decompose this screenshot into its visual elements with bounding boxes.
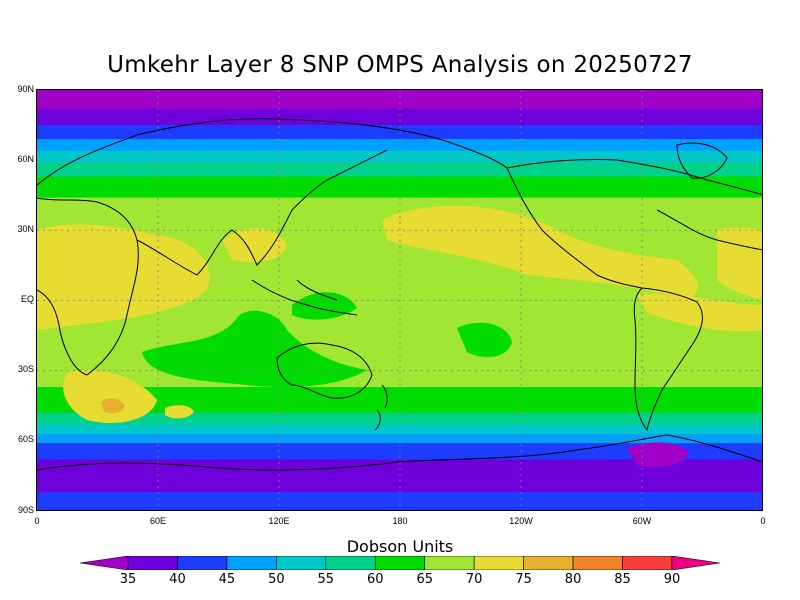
colorbar-swatch-7 [424,555,475,571]
colorbar-tick-90: 90 [663,572,681,587]
ozone-map [37,90,763,511]
lon-label-60e: 60E [149,516,166,526]
coast-australia [276,342,373,399]
coast-south-america [633,287,703,432]
region-atlantic-high [717,227,763,300]
ozone-band-0 [37,90,763,110]
coastlines [37,118,763,471]
lat-label-30n: 30N [17,224,34,234]
colorbar-swatch-10 [572,555,623,571]
region-pacific-green [457,322,512,358]
coast-new-zealand [374,384,388,431]
ozone-band-10 [37,424,763,435]
lon-label-180: 180 [392,516,408,526]
colorbar-swatch-6 [374,555,426,571]
colorbar-swatch-4 [276,555,327,571]
colorbar-units-label: Dobson Units [346,537,454,556]
coast-antarctica [37,434,763,471]
lat-label-60s: 60S [17,434,34,444]
colorbar-tick-50: 50 [268,572,285,587]
colorbar-arrow-low [79,555,129,571]
colorbar-swatch-2 [177,555,228,571]
colorbar-swatch-9 [523,555,574,571]
lon-label-0-end: 0 [760,516,766,526]
lat-label-60n: 60N [17,154,34,164]
lon-label-60w: 60W [632,516,652,526]
coast-eurasia [37,118,508,276]
ozone-band-14 [37,492,763,511]
colorbar-tick-80: 80 [564,572,582,587]
coast-greenland [676,142,728,179]
colorbar-arrow-high [671,555,721,571]
colorbar-swatch-5 [325,555,376,571]
lon-label-0: 0 [34,516,40,526]
colorbar [79,555,721,571]
coast-north-america [506,158,763,289]
region-pacific-high [382,205,698,300]
region-south-atlantic [637,293,763,332]
colorbar-tick-55: 55 [317,572,335,587]
colorbar-swatch-3 [226,555,277,571]
coast-se-asia [251,279,358,316]
region-indian-high [222,228,287,263]
colorbar-tick-35: 35 [119,572,137,587]
colorbar-swatches [79,555,721,571]
region-south-peak [101,398,125,414]
colorbar-tick-60: 60 [366,572,384,587]
colorbar-tick-45: 45 [218,572,236,587]
ozone-band-1 [37,108,763,126]
colorbar-tick-85: 85 [614,572,631,587]
colorbar-swatch-1 [127,555,178,571]
lat-label-90s: 90S [17,505,34,515]
region-africa-high [37,224,210,330]
lat-label-90n: 90N [17,84,34,94]
lon-label-120w: 120W [509,516,533,526]
colorbar-tick-70: 70 [465,572,483,587]
coast-africa [37,197,139,376]
lat-label-eq: EQ [20,294,34,304]
colorbar-swatch-11 [622,555,673,571]
lon-label-120e: 120E [268,516,290,526]
colorbar-tick-75: 75 [515,572,532,587]
colorbar-tick-40: 40 [169,572,186,587]
region-south-high-2 [165,405,194,419]
map-canvas [37,90,763,511]
region-antarctic-low [627,442,689,468]
colorbar-swatch-8 [473,555,524,571]
region-indian-green [142,310,367,388]
lat-label-30s: 30S [17,364,34,374]
map-gridlines [37,90,763,511]
colorbar-tick-65: 65 [416,572,433,587]
ozone-band-9 [37,412,763,425]
map-title: Umkehr Layer 8 SNP OMPS Analysis on 2025… [107,52,693,78]
region-south-high [63,370,157,424]
